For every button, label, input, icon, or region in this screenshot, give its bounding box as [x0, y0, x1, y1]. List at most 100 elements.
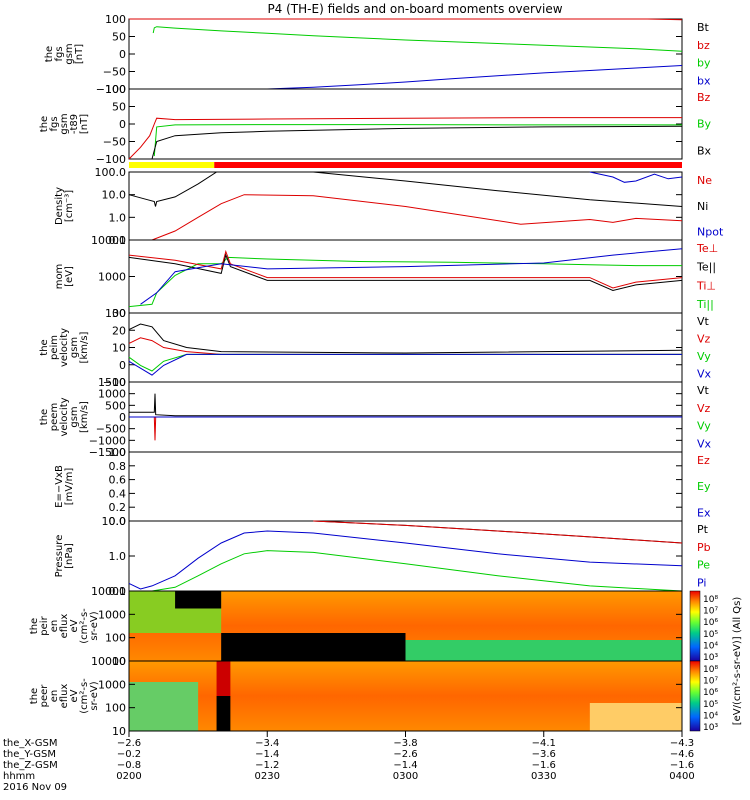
y-axis-label: thepeirenefluxeV(cm²-s-sr-eV): [29, 608, 100, 644]
legend-entry: Ex: [697, 506, 711, 519]
y-tick-label: −100: [96, 153, 126, 166]
panel-frame: [128, 239, 683, 314]
series-line-Vy: [128, 353, 682, 372]
y-tick-label: 30: [112, 307, 126, 320]
y-tick-label: 10: [112, 655, 126, 668]
series-line-By: [153, 124, 682, 157]
colorbar-tick-label: 10⁵: [703, 630, 718, 640]
legend-entry: Pt: [697, 523, 709, 536]
x-tick-label: −1.6: [670, 760, 694, 771]
legend-entry: Ez: [697, 454, 710, 467]
panel-velocity-esa: 3020100−10thepeimvelocitygsm[km/s]VtVzVy…: [39, 307, 712, 389]
series-line-Te||: [128, 253, 683, 292]
x-tick-label: −3.4: [255, 738, 279, 749]
y-tick-label: 1000: [98, 388, 126, 401]
x-tick-label: 0330: [531, 771, 556, 782]
series-line-Npot-blue: [140, 248, 683, 305]
y-tick-label: 500: [105, 399, 126, 412]
colorbar-tick-label: 10⁸: [703, 665, 718, 675]
panel-frame: [128, 88, 683, 160]
y-tick-label: 1000: [98, 678, 126, 691]
legend-entry: Npot: [697, 226, 724, 239]
y-tick-label: 10.0: [102, 515, 127, 528]
y-tick-label: 100: [105, 702, 126, 715]
x-axis-row-label: hhmm: [3, 771, 35, 782]
series-line-Pb: [313, 520, 683, 544]
legend-entry: Vt: [697, 315, 710, 328]
colorbar-tick-label: 10⁶: [703, 618, 718, 628]
x-tick-label: −1.4: [255, 749, 279, 760]
x-tick-label: 0230: [255, 771, 280, 782]
x-tick-label: −4.3: [670, 738, 694, 749]
series-line-Vz: [128, 337, 682, 355]
legend-entry: Vx: [697, 367, 712, 380]
x-axis-row-label: the_Y-GSM: [3, 749, 56, 760]
y-tick-label: −50: [103, 66, 126, 79]
heatmap-lowflux: [129, 682, 199, 731]
mode-bar: [129, 162, 683, 168]
panel-pressure: 10.0 1.0 0.1 Pressure[nPa] Pt Pb Pe Pi: [54, 515, 711, 598]
colorbar-label: [eV/(cm²-s-sr-eV)] (All Qs): [732, 597, 743, 726]
legend-entry: Ne: [697, 174, 712, 187]
colorbar-tick-label: 10³: [703, 653, 718, 663]
y-tick-label: 10000: [91, 655, 126, 668]
mode-segment: [129, 162, 215, 168]
x-tick-label: 0300: [393, 771, 418, 782]
series-line-Pe: [151, 550, 683, 592]
y-tick-label: 0: [119, 118, 126, 131]
legend-entry: Ni: [697, 200, 708, 213]
x-tick-label: −0.8: [117, 760, 141, 771]
legend-entry: Vy: [697, 350, 711, 363]
y-tick-label: 1500: [98, 376, 126, 389]
legend-entry: by: [697, 57, 711, 70]
legend-entry: Te||: [696, 261, 716, 274]
y-tick-label: 1.0: [109, 550, 127, 563]
x-tick-label: −4.6: [670, 749, 694, 760]
panels-group: 100500−50−100thefgsgsm[nT]Btbzbybx100500…: [29, 13, 724, 738]
panel-fgs-dsl: 100 50 0 −50 −100 thefgsgsm-t89[nT] Bz By Bx: [39, 83, 712, 166]
y-tick-label: 20: [112, 324, 126, 337]
y-tick-label: 100: [105, 13, 126, 26]
y-tick-label: −100: [96, 83, 126, 96]
y-tick-label: 50: [112, 31, 126, 44]
heatmap-gap: [216, 696, 231, 731]
colorbar-tick-label: 10⁴: [703, 711, 718, 721]
legend-entry: Pb: [697, 541, 711, 554]
mode-segment: [214, 162, 683, 168]
heatmap-lowflux: [589, 703, 682, 731]
y-tick-label: 10000: [91, 585, 126, 598]
x-tick-label: 0200: [116, 771, 141, 782]
colorbar-strip: [689, 590, 701, 662]
heatmap-strip: [216, 661, 231, 696]
legend-entry: By: [697, 118, 712, 131]
panel-frame: [128, 18, 683, 90]
x-tick-label: −4.1: [532, 738, 556, 749]
x-tick-label: −3.6: [532, 749, 556, 760]
legend-entry: Vt: [697, 384, 710, 397]
series-line-Bx: [151, 125, 683, 160]
y-tick-label: 0.2: [109, 501, 127, 514]
series-line-Bz: [128, 117, 682, 160]
legend-entry: Vx: [697, 437, 712, 450]
x-axis-row-label: the_X-GSM: [3, 738, 57, 749]
x-tick-label: −0.2: [117, 749, 141, 760]
y-tick-label: 10: [112, 725, 126, 738]
legend-entry: bz: [697, 39, 710, 52]
y-tick-label: 0: [119, 48, 126, 61]
colorbar-strip: [689, 660, 701, 732]
y-tick-label: −10: [103, 376, 126, 389]
panel-frame: [128, 312, 683, 383]
legend-entry: bx: [697, 74, 711, 87]
y-tick-label: −1000: [89, 434, 126, 447]
y-tick-label: 100: [105, 632, 126, 645]
figure-title: P4 (TH-E) fields and on-board moments ov…: [267, 2, 562, 16]
colorbar-tick-label: 10⁷: [703, 607, 718, 617]
y-tick-label: 100: [105, 83, 126, 96]
legend-entry: Vz: [697, 402, 711, 415]
legend-entry: Pi: [697, 576, 706, 589]
legend-entry: Bx: [697, 144, 712, 157]
panel-peir: 10000 1000 100 10 thepeirenefluxeV(cm²-s-sr-…: [29, 585, 683, 668]
heatmap-gap: [221, 633, 406, 661]
